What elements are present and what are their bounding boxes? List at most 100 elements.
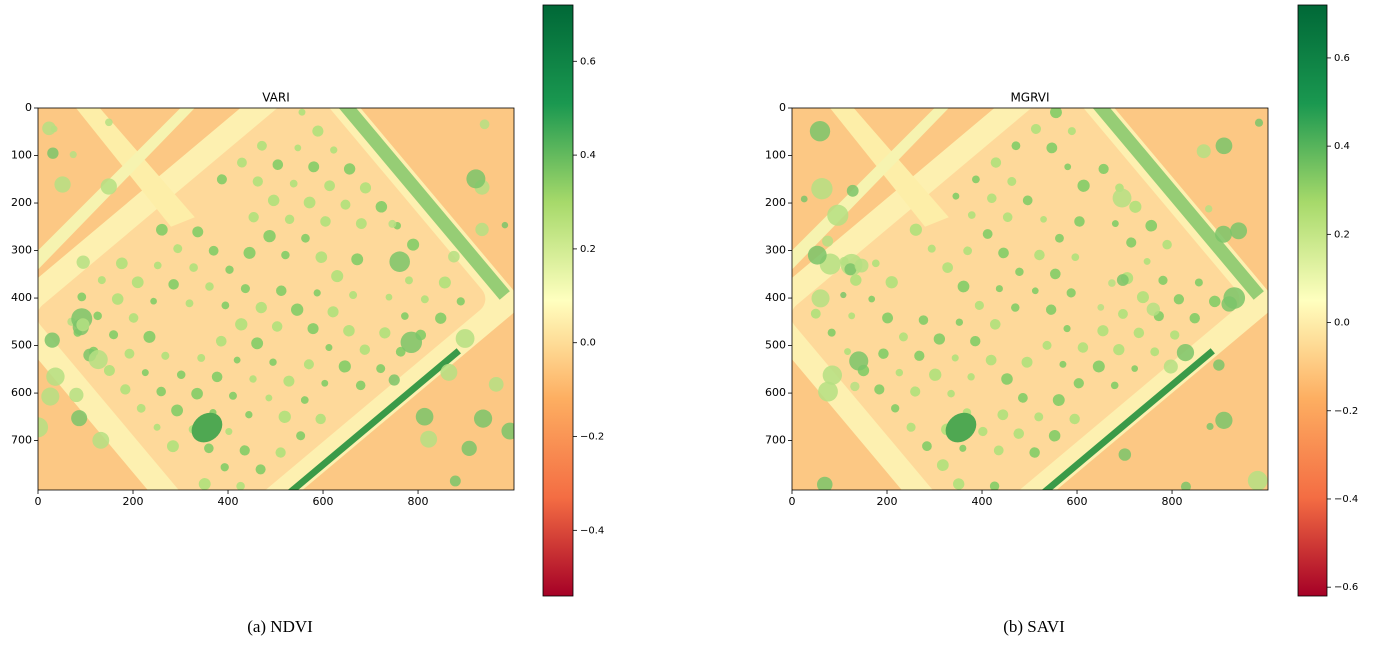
tree — [401, 312, 409, 320]
tree — [395, 346, 406, 357]
tree — [308, 161, 320, 173]
caption: (a) NDVI — [247, 617, 313, 636]
tree — [236, 157, 247, 168]
vegetation — [388, 219, 397, 228]
vegetation — [809, 121, 831, 142]
x-tick-label: 200 — [877, 495, 898, 508]
vegetation — [440, 363, 458, 381]
vegetation — [822, 235, 834, 247]
tree — [355, 380, 366, 391]
tree — [891, 404, 900, 413]
tree — [321, 379, 329, 387]
tree — [1173, 294, 1185, 305]
tree — [936, 459, 949, 471]
vegetation — [1213, 359, 1225, 371]
tree — [993, 445, 1004, 456]
colorbar-tick-label: 0.2 — [1334, 229, 1350, 240]
tree — [1136, 291, 1149, 304]
tree — [359, 182, 372, 194]
tree — [1013, 428, 1025, 439]
tree — [283, 375, 295, 387]
tree — [349, 291, 358, 300]
tree — [225, 427, 233, 436]
tree — [827, 328, 836, 337]
tree — [124, 348, 135, 359]
tree — [1077, 342, 1089, 353]
tree — [338, 360, 351, 373]
tree — [197, 353, 206, 362]
vegetation — [818, 381, 838, 402]
tree — [205, 282, 214, 291]
tree — [269, 358, 277, 366]
y-tick-label: 0 — [779, 101, 786, 114]
y-tick-label: 400 — [11, 291, 32, 304]
tree — [1050, 268, 1061, 280]
tree-row — [1058, 108, 1264, 300]
tree — [1055, 233, 1064, 243]
axes-frame — [791, 107, 1269, 491]
x-tick-label: 0 — [35, 495, 42, 508]
tree — [375, 201, 388, 213]
vegetation — [69, 387, 84, 403]
vegetation — [1180, 481, 1191, 490]
x-tick-label: 400 — [972, 495, 993, 508]
tree — [1040, 215, 1047, 223]
tree — [263, 229, 276, 243]
tree — [882, 312, 894, 324]
tree — [278, 410, 291, 423]
y-tick-label: 100 — [11, 149, 32, 162]
vegetation — [1116, 274, 1129, 286]
vegetation — [76, 255, 90, 269]
tree — [951, 354, 959, 362]
vegetation — [42, 121, 56, 136]
colorbar-tick-label: −0.2 — [580, 432, 604, 443]
vegetation — [1215, 411, 1233, 429]
tree — [1002, 212, 1013, 222]
field — [38, 108, 514, 490]
tree-row — [304, 108, 510, 300]
tree — [987, 193, 997, 204]
tree — [243, 246, 256, 259]
tree — [970, 335, 981, 347]
tree — [844, 348, 852, 356]
tree — [161, 351, 170, 360]
vegetation — [76, 318, 90, 332]
colorbar-tick-label: 0.6 — [580, 56, 596, 67]
tree — [933, 333, 946, 345]
image — [38, 108, 514, 490]
colorbar-tick-label: 0.0 — [1334, 318, 1350, 329]
tree — [252, 176, 263, 187]
vegetation — [1230, 222, 1248, 240]
tree — [878, 348, 889, 359]
tree — [251, 337, 264, 350]
tree — [1092, 360, 1105, 373]
image — [792, 108, 1268, 490]
tree — [1022, 195, 1033, 206]
tree — [918, 315, 929, 325]
tree — [1063, 325, 1071, 333]
colorbar-tick-label: 0.4 — [580, 150, 596, 161]
tree — [1113, 344, 1125, 356]
tree — [171, 404, 183, 417]
vegetation — [822, 365, 842, 385]
tree — [168, 279, 179, 290]
vegetation — [400, 331, 423, 354]
tree — [208, 245, 219, 256]
tree — [331, 270, 344, 283]
tree — [216, 174, 227, 185]
tree — [1170, 330, 1180, 340]
vegetation — [1163, 359, 1178, 374]
tree — [93, 311, 102, 321]
x-tick-label: 800 — [408, 495, 429, 508]
vegetation — [1214, 225, 1232, 243]
tree — [109, 330, 119, 340]
tree — [204, 443, 214, 454]
tree — [320, 216, 331, 227]
vegetation — [1108, 279, 1116, 287]
tree — [910, 386, 921, 397]
panel: MGRVI 0 200 400 600 800 0 100 200 300 400 500 600 700… — [765, 4, 1358, 636]
vegetation — [41, 387, 60, 406]
tree — [221, 301, 230, 310]
tree — [289, 179, 298, 188]
